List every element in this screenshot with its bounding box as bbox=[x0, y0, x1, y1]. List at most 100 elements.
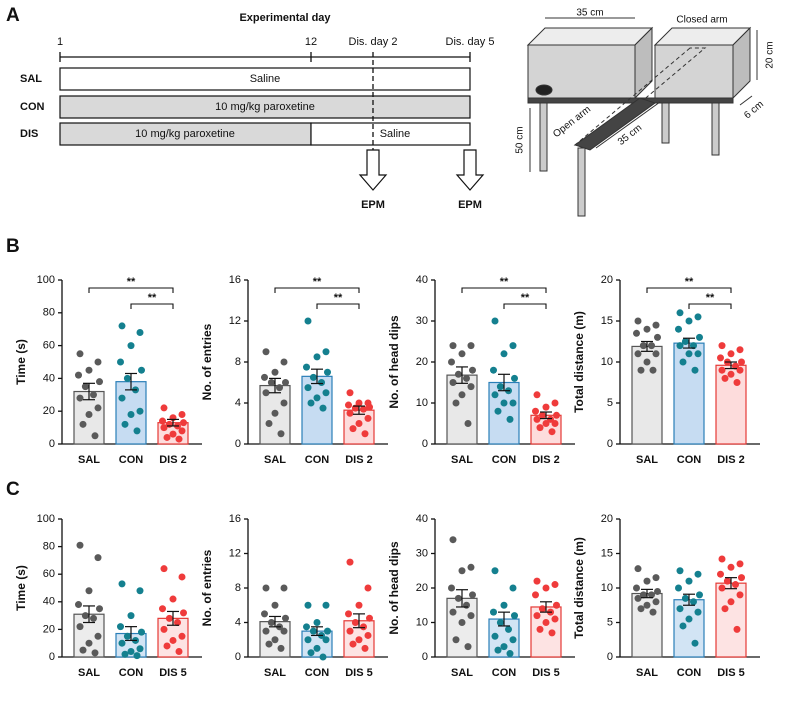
data-point bbox=[718, 366, 726, 374]
data-point bbox=[322, 601, 330, 609]
data-point bbox=[648, 591, 655, 599]
data-point bbox=[679, 622, 687, 630]
data-point bbox=[727, 350, 735, 358]
y-tick-label: 0 bbox=[607, 651, 613, 663]
data-point bbox=[346, 409, 354, 417]
data-point bbox=[500, 350, 508, 358]
data-point bbox=[118, 394, 126, 402]
data-point bbox=[639, 591, 647, 599]
data-point bbox=[366, 614, 373, 622]
y-tick-label: 40 bbox=[43, 372, 55, 384]
data-point bbox=[267, 379, 275, 386]
data-point bbox=[160, 625, 168, 633]
data-point bbox=[307, 399, 315, 407]
data-point bbox=[727, 598, 735, 606]
data-point bbox=[261, 610, 268, 618]
y-axis-label: Time (s) bbox=[14, 565, 28, 611]
significance-label: ** bbox=[334, 292, 343, 304]
data-point bbox=[648, 342, 655, 350]
data-point bbox=[690, 342, 697, 350]
data-point bbox=[304, 636, 312, 644]
maze-wall bbox=[732, 26, 751, 100]
arrow bbox=[358, 149, 388, 191]
data-point bbox=[364, 414, 372, 422]
y-tick-label: 20 bbox=[416, 356, 428, 368]
data-point bbox=[133, 652, 141, 660]
data-point bbox=[538, 605, 546, 613]
data-point bbox=[505, 625, 512, 633]
y-tick-label: 20 bbox=[601, 274, 613, 286]
x-tick-label: DIS 2 bbox=[717, 454, 745, 466]
data-point bbox=[175, 435, 183, 443]
data-point bbox=[643, 601, 651, 609]
data-point bbox=[303, 623, 310, 631]
x-tick-label: SAL bbox=[636, 454, 658, 466]
data-point bbox=[85, 410, 93, 418]
y-tick-label: 0 bbox=[422, 651, 428, 663]
data-point bbox=[349, 425, 357, 433]
data-point bbox=[91, 649, 99, 657]
data-point bbox=[345, 401, 352, 409]
data-point bbox=[165, 614, 173, 622]
data-point bbox=[324, 627, 331, 635]
y-tick-label: 100 bbox=[37, 274, 55, 286]
dimension bbox=[739, 95, 753, 106]
data-point bbox=[448, 358, 455, 366]
data-point bbox=[696, 333, 703, 341]
data-point bbox=[637, 366, 645, 374]
data-point bbox=[654, 587, 661, 595]
maze-label: 50 cm bbox=[515, 126, 526, 153]
data-point bbox=[127, 612, 135, 620]
segment-label: Saline bbox=[250, 73, 281, 85]
group-label: DIS bbox=[20, 128, 38, 140]
data-point bbox=[360, 623, 367, 631]
y-tick-label: 5 bbox=[607, 397, 613, 409]
data-point bbox=[454, 594, 462, 602]
data-point bbox=[491, 567, 499, 575]
data-point bbox=[136, 328, 144, 336]
data-point bbox=[509, 584, 517, 592]
y-tick-label: 80 bbox=[43, 307, 55, 319]
data-point bbox=[90, 614, 97, 622]
data-point bbox=[121, 420, 129, 428]
data-point bbox=[303, 363, 310, 371]
data-point bbox=[654, 333, 661, 341]
arrow bbox=[455, 149, 485, 191]
data-point bbox=[652, 598, 660, 606]
timeline-title: Experimental day bbox=[239, 12, 331, 24]
data-point bbox=[85, 639, 93, 647]
data-point bbox=[538, 411, 546, 419]
data-point bbox=[506, 650, 514, 658]
significance-label: ** bbox=[313, 276, 322, 288]
data-point bbox=[551, 581, 559, 589]
data-point bbox=[309, 627, 317, 635]
y-tick-label: 10 bbox=[416, 397, 428, 409]
data-point bbox=[551, 420, 559, 427]
data-point bbox=[736, 591, 744, 599]
data-point bbox=[133, 427, 141, 435]
y-tick-label: 16 bbox=[229, 513, 241, 525]
data-point bbox=[76, 541, 84, 549]
x-tick-label: SAL bbox=[451, 667, 473, 679]
data-point bbox=[169, 430, 177, 438]
maze bbox=[526, 17, 758, 217]
y-axis-label: No. of entries bbox=[200, 549, 214, 626]
significance-bracket bbox=[688, 303, 732, 309]
data-point bbox=[685, 577, 693, 585]
data-point bbox=[509, 342, 517, 350]
segment-label: 10 mg/kg paroxetine bbox=[215, 101, 315, 113]
data-point bbox=[94, 358, 102, 366]
data-point bbox=[261, 373, 268, 381]
data-point bbox=[75, 371, 82, 379]
maze-open-arm bbox=[573, 97, 657, 151]
data-point bbox=[675, 584, 682, 592]
y-axis-label: No. of head dips bbox=[387, 541, 401, 635]
y-tick-label: 20 bbox=[416, 582, 428, 594]
data-point bbox=[681, 594, 689, 602]
data-point bbox=[160, 565, 168, 573]
data-point bbox=[449, 536, 457, 544]
significance-label: ** bbox=[521, 292, 530, 304]
x-tick-label: SAL bbox=[78, 667, 100, 679]
data-point bbox=[364, 584, 372, 592]
